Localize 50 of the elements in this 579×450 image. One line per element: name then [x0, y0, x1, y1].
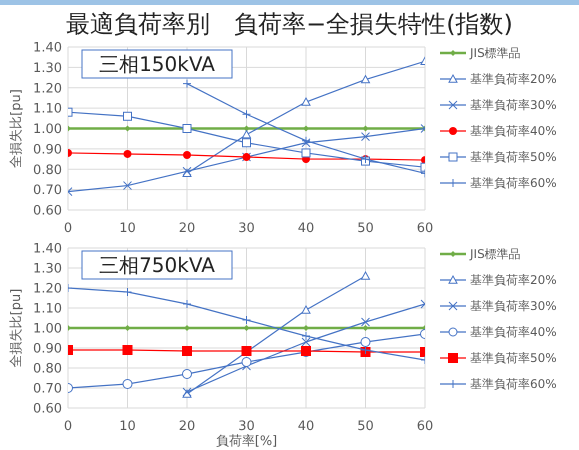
y-tick-label: 1.00 — [33, 122, 62, 138]
x-tick-label: 30 — [238, 419, 255, 434]
legend-label: 基準負荷率50% — [470, 351, 557, 366]
x-tick-label: 60 — [416, 419, 434, 434]
x-tick-label: 30 — [238, 221, 255, 236]
y-tick-label: 1.20 — [33, 81, 62, 96]
y-tick-label: 1.30 — [33, 60, 62, 76]
x-tick-label: 0 — [64, 221, 72, 236]
legend-label: 基準負荷率60% — [470, 377, 557, 392]
y-tick-label: 0.90 — [33, 342, 62, 357]
legend-label: 基準負荷率50% — [470, 150, 557, 164]
x-tick-label: 40 — [298, 221, 314, 236]
x-tick-label: 10 — [119, 419, 136, 434]
annotation: 三相750kVA — [99, 253, 216, 277]
x-tick-label: 50 — [357, 419, 374, 434]
legend-label: 基準負荷率20% — [470, 72, 557, 86]
y-tick-label: 1.30 — [33, 262, 62, 277]
y-axis-title: 全損失比[pu] — [9, 288, 24, 368]
y-tick-label: 1.40 — [33, 40, 62, 56]
y-tick-label: 1.20 — [33, 282, 62, 297]
y-tick-label: 0.70 — [33, 183, 62, 198]
y-tick-label: 0.70 — [33, 382, 62, 397]
legend-label: 基準負荷率40% — [470, 124, 557, 138]
y-tick-label: 1.00 — [33, 322, 62, 337]
y-tick-label: 0.90 — [33, 142, 62, 158]
y-tick-label: 1.40 — [33, 242, 62, 257]
legend-label: 基準負荷率40% — [470, 325, 557, 340]
annotation: 三相150kVA — [99, 52, 216, 76]
y-tick-label: 0.80 — [33, 362, 62, 377]
x-tick-label: 0 — [64, 419, 72, 434]
x-tick-label: 50 — [357, 221, 374, 236]
legend-label: 基準負荷率20% — [470, 273, 557, 288]
x-tick-label: 20 — [178, 221, 196, 236]
y-tick-label: 1.10 — [33, 302, 62, 317]
legend-label: 基準負荷率60% — [470, 176, 557, 190]
x-tick-label: 40 — [298, 419, 314, 434]
y-tick-label: 0.60 — [33, 204, 62, 219]
x-tick-label: 10 — [119, 221, 136, 236]
legend-label: JIS標準品 — [469, 247, 521, 262]
y-axis-title: 全損失比[pu] — [9, 89, 24, 168]
x-axis-title: 負荷率[%] — [216, 433, 278, 449]
y-tick-label: 1.10 — [33, 102, 62, 117]
y-tick-label: 0.60 — [33, 402, 62, 417]
y-tick-label: 0.80 — [33, 162, 62, 178]
chart-title: 最適負荷率別 負荷率−全損失特性(指数) — [66, 10, 513, 38]
legend-label: 基準負荷率30% — [470, 299, 557, 314]
legend-label: 基準負荷率30% — [470, 98, 557, 112]
legend-label: JIS標準品 — [469, 46, 521, 60]
x-tick-label: 60 — [416, 221, 434, 236]
x-tick-label: 20 — [178, 419, 196, 434]
